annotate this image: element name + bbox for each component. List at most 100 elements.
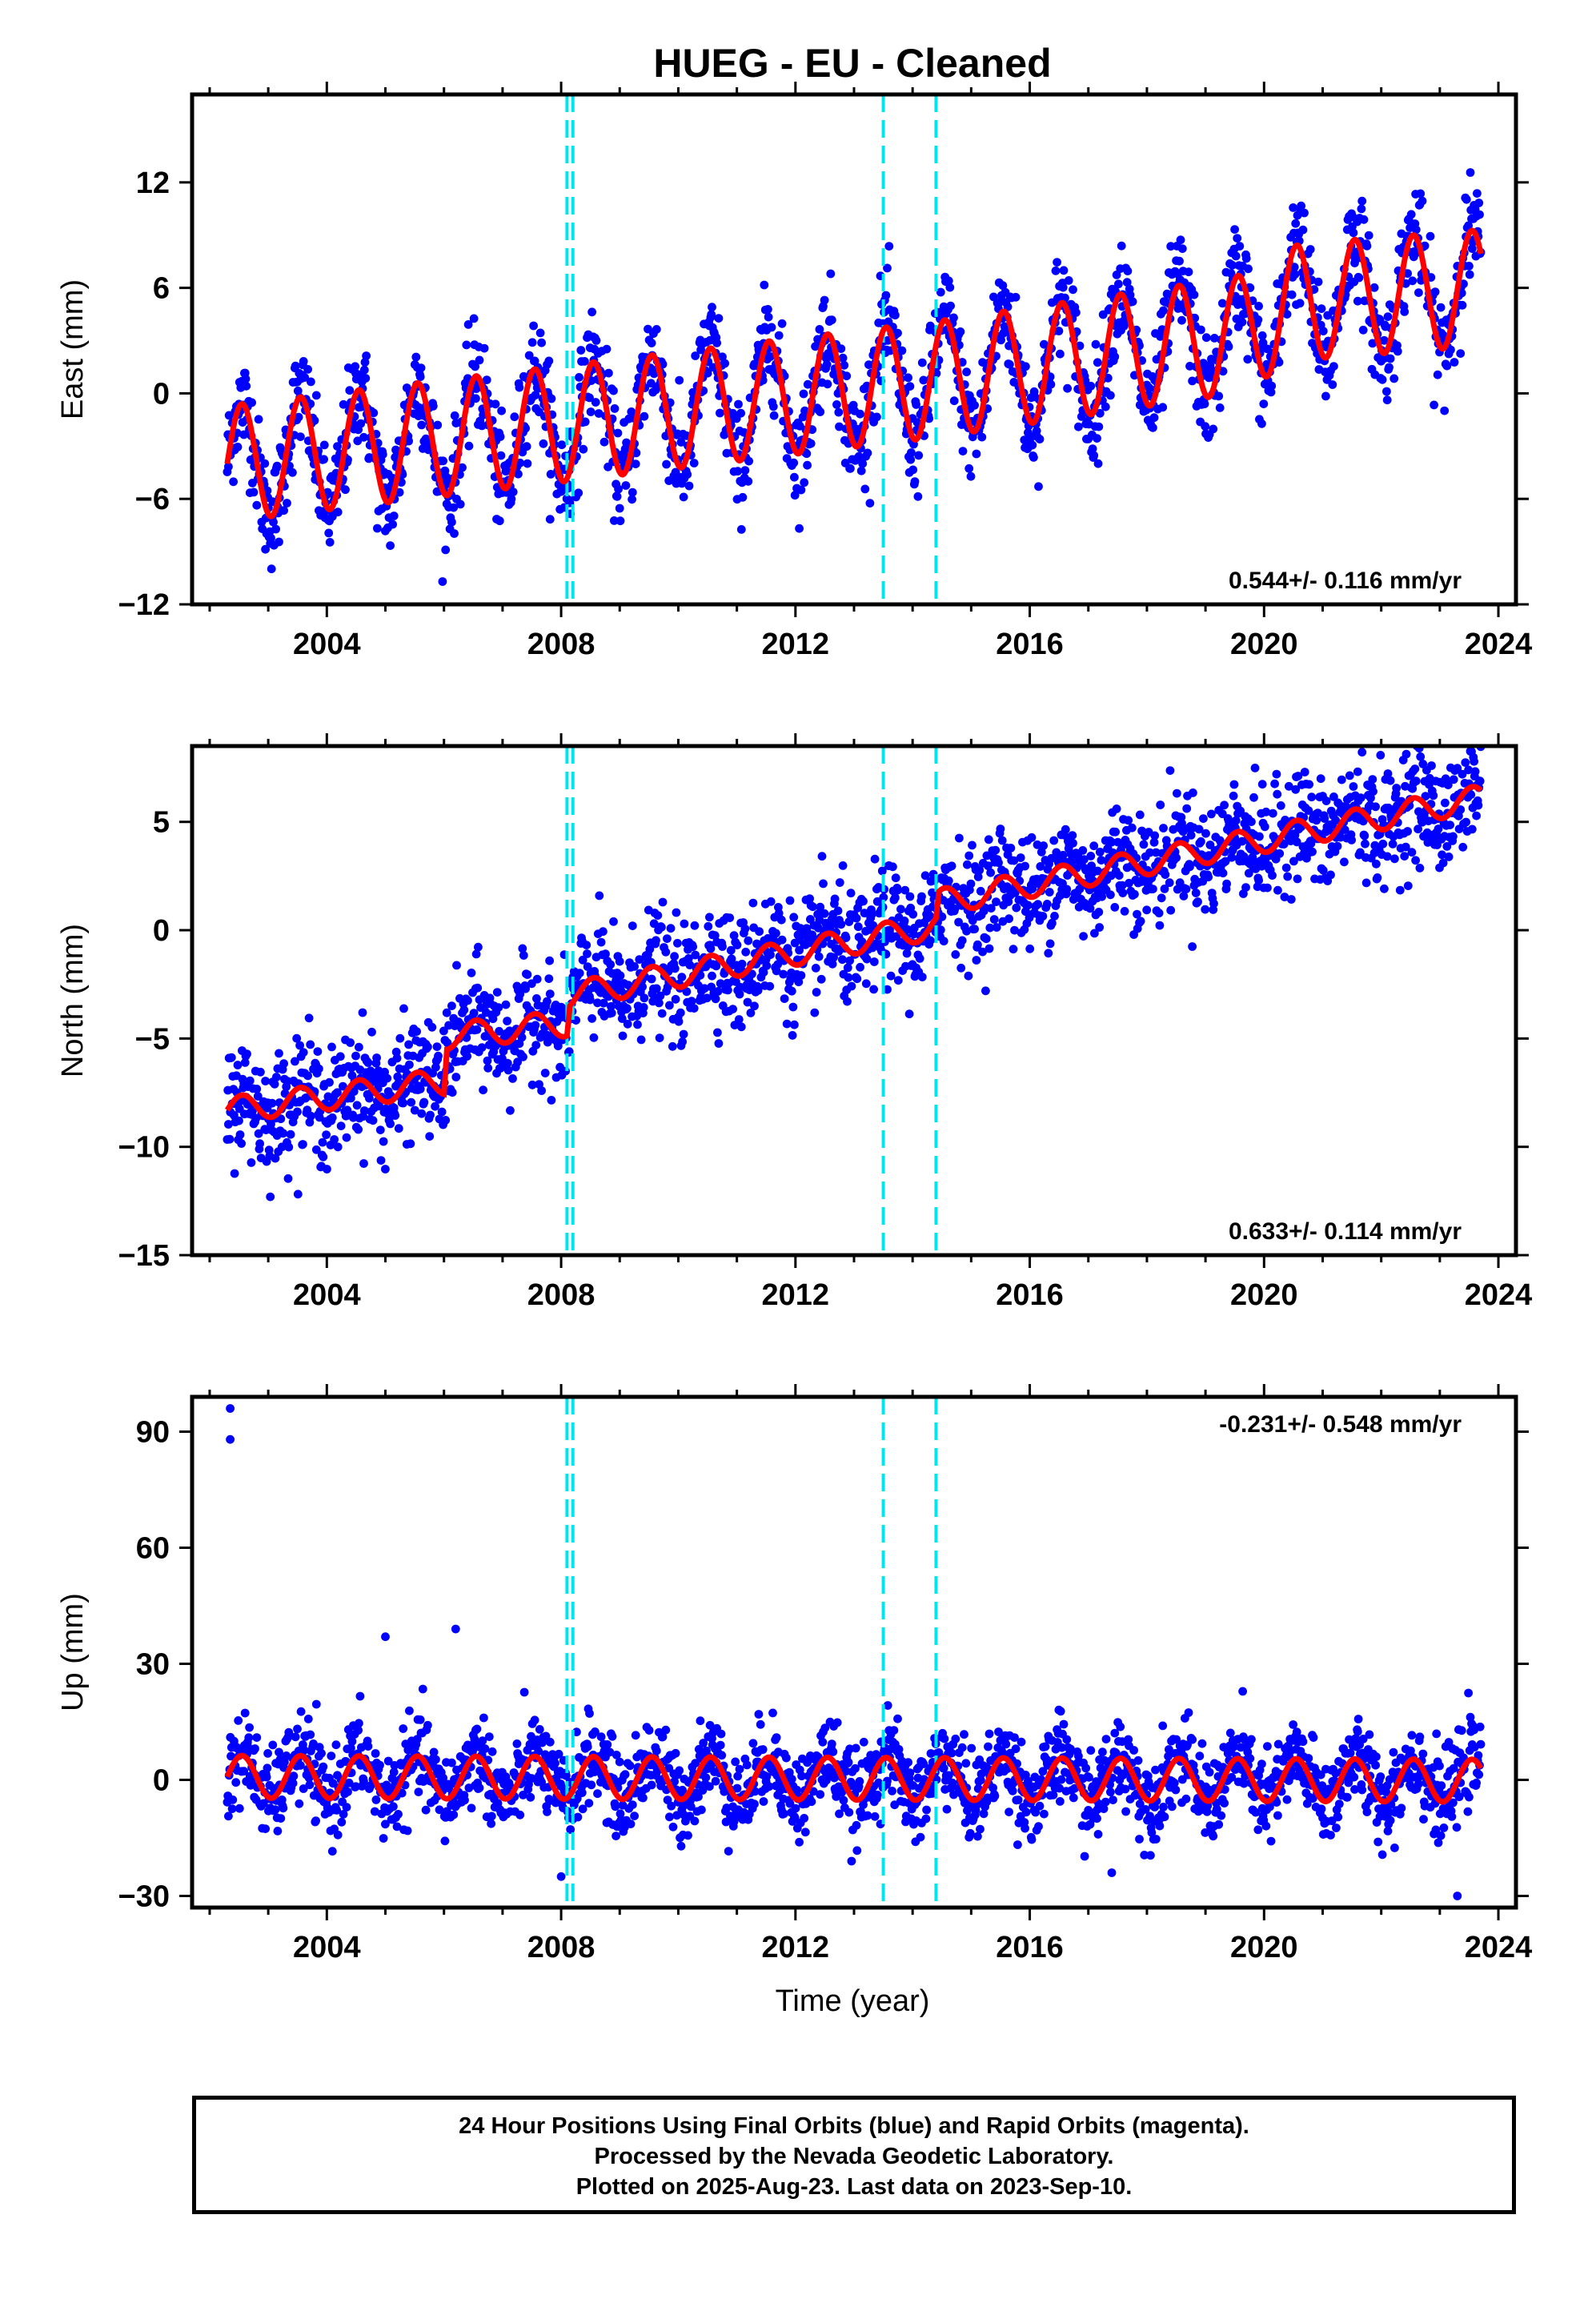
data-point (893, 885, 902, 895)
data-point (1418, 760, 1428, 768)
data-point (734, 1015, 744, 1024)
data-point (750, 1001, 759, 1011)
data-point (1209, 334, 1219, 343)
data-point (1112, 271, 1121, 279)
data-point (1061, 824, 1070, 834)
data-point (994, 858, 1003, 868)
data-point (633, 1020, 642, 1029)
data-point (1089, 451, 1099, 460)
data-point (299, 1140, 307, 1149)
data-point (405, 1706, 414, 1715)
data-point (810, 1008, 820, 1017)
data-point (1224, 342, 1233, 351)
data-point (1475, 210, 1484, 219)
data-point (1440, 406, 1450, 415)
data-point (1292, 837, 1301, 847)
data-point (861, 979, 871, 989)
data-point (1274, 358, 1284, 367)
data-point (1470, 756, 1478, 766)
data-point (546, 470, 555, 479)
data-point (1220, 800, 1229, 810)
data-point (1378, 839, 1388, 849)
data-point (421, 1805, 431, 1815)
data-point (725, 913, 735, 922)
data-point (829, 953, 838, 962)
data-point (553, 1041, 563, 1051)
data-point (1177, 315, 1186, 325)
data-point (902, 949, 912, 958)
data-point (544, 974, 554, 983)
data-point (870, 854, 880, 864)
data-point (1021, 861, 1029, 871)
data-point (727, 954, 736, 964)
data-point (638, 982, 647, 992)
data-point (881, 291, 891, 300)
data-point (517, 1033, 527, 1042)
data-point (819, 879, 828, 889)
data-point (324, 528, 334, 538)
data-point (1260, 822, 1269, 832)
data-point (712, 339, 721, 347)
data-point (273, 1827, 283, 1836)
data-point (392, 1822, 402, 1832)
data-point (1222, 879, 1231, 889)
data-point (904, 1009, 914, 1019)
data-point (296, 432, 305, 441)
data-point (1411, 225, 1421, 235)
data-point (1095, 923, 1104, 932)
data-point (609, 917, 618, 926)
data-point (1377, 375, 1387, 384)
data-point (333, 508, 343, 517)
data-point (1069, 285, 1077, 295)
data-point (379, 1137, 388, 1146)
data-point (925, 321, 935, 331)
data-point (991, 845, 1001, 855)
data-point (1373, 873, 1382, 882)
data-point (1258, 338, 1268, 347)
data-point (970, 400, 979, 410)
data-point (1052, 848, 1061, 857)
data-point (665, 1812, 674, 1822)
data-point (704, 921, 713, 931)
data-point (1095, 408, 1105, 418)
data-point (772, 966, 781, 976)
data-point (1149, 885, 1157, 893)
data-point (1130, 889, 1139, 899)
data-point (621, 481, 631, 490)
data-point (630, 1811, 639, 1821)
data-point (1093, 459, 1103, 468)
data-point (787, 986, 796, 996)
data-point (1230, 225, 1239, 234)
data-point (984, 835, 993, 845)
data-point (467, 969, 476, 977)
data-point (515, 1810, 525, 1819)
data-point (1166, 242, 1176, 251)
data-point (291, 1057, 299, 1066)
data-point (936, 287, 945, 297)
data-point (1270, 779, 1279, 788)
data-point (676, 1008, 685, 1017)
data-point (1249, 792, 1258, 802)
data-point (605, 1747, 615, 1757)
data-point (816, 407, 825, 416)
data-point (404, 1040, 413, 1049)
data-point (872, 412, 881, 422)
data-point (842, 371, 852, 381)
data-point (689, 1004, 699, 1013)
data-point (1356, 848, 1365, 857)
data-point (527, 338, 537, 347)
data-point (394, 1810, 403, 1819)
data-point (332, 1806, 342, 1815)
data-point (1068, 831, 1077, 840)
data-point (652, 1746, 661, 1755)
data-point (383, 1756, 393, 1766)
data-point (639, 1793, 648, 1803)
data-point (915, 954, 924, 963)
data-point (1473, 189, 1482, 199)
data-point (913, 491, 923, 501)
data-point (852, 913, 861, 923)
data-point (399, 1724, 408, 1733)
data-point (843, 997, 852, 1006)
data-point (407, 1097, 416, 1107)
